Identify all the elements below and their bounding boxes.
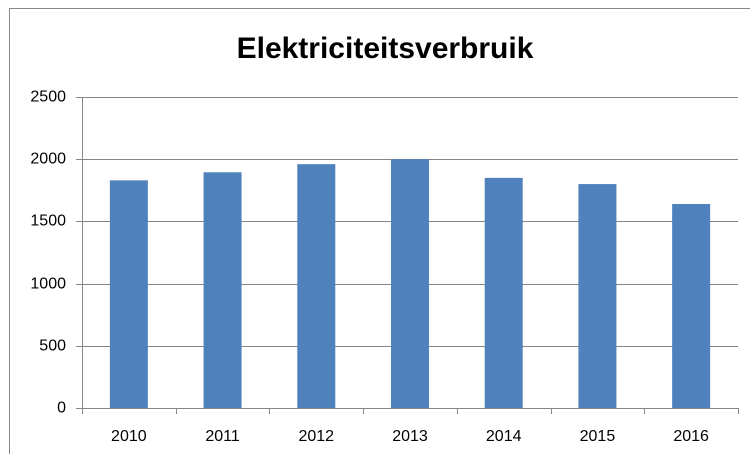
chart-frame bbox=[9, 8, 750, 454]
bar bbox=[297, 164, 336, 408]
x-tick-label: 2016 bbox=[673, 428, 709, 445]
y-tick-label: 2000 bbox=[30, 151, 66, 168]
y-tick-label: 1500 bbox=[30, 213, 66, 230]
bar bbox=[391, 159, 429, 408]
x-tick-label: 2011 bbox=[205, 428, 240, 445]
bar bbox=[203, 172, 242, 408]
x-tick-label: 2010 bbox=[111, 428, 147, 445]
x-tick-label: 2012 bbox=[298, 428, 334, 445]
bar bbox=[484, 177, 523, 408]
y-tick-label: 0 bbox=[57, 400, 66, 417]
bar bbox=[672, 203, 711, 408]
x-tick-label: 2014 bbox=[486, 428, 522, 445]
bar bbox=[578, 184, 617, 408]
x-tick-label: 2015 bbox=[580, 428, 616, 445]
chart-title: Elektriciteitsverbruik bbox=[237, 32, 534, 65]
y-tick-label: 500 bbox=[39, 338, 66, 355]
y-tick-label: 2500 bbox=[30, 89, 66, 106]
y-tick-label: 1000 bbox=[30, 276, 66, 293]
x-tick-label: 2013 bbox=[392, 428, 428, 445]
bar bbox=[109, 180, 148, 408]
